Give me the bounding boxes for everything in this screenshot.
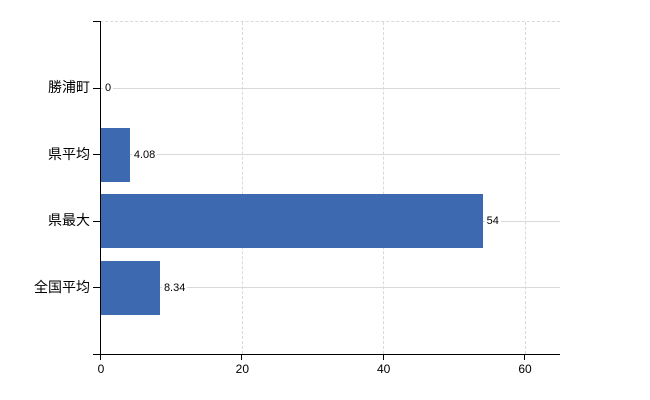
y-axis-tick: [93, 220, 101, 222]
x-gridline: [383, 22, 385, 354]
category-label: 県平均: [48, 145, 90, 162]
value-label: 54: [484, 214, 501, 229]
x-tick-label: 20: [235, 362, 249, 376]
plot-area: 0 4.08 54 8.34: [93, 21, 560, 360]
x-axis-tick: [241, 354, 243, 360]
y-axis-tick: [93, 87, 101, 89]
value-label: 8.34: [161, 280, 188, 295]
y-axis-tick: [93, 154, 101, 156]
x-axis-tick: [100, 354, 101, 360]
x-gridline: [241, 22, 243, 354]
y-axis-tick: [93, 354, 101, 355]
y-gridline: [101, 87, 560, 89]
category-label: 全国平均: [34, 278, 90, 295]
value-label: 0: [103, 81, 114, 96]
bar: [101, 260, 160, 315]
value-label: 4.08: [131, 147, 158, 162]
y-gridline: [101, 154, 560, 156]
bar: [101, 194, 483, 249]
y-axis-tick: [93, 21, 101, 22]
x-axis-tick: [524, 354, 526, 360]
x-gridline: [524, 22, 526, 354]
x-tick-label: 40: [376, 362, 391, 376]
x-tick-label: 60: [518, 362, 532, 376]
y-axis-tick: [93, 287, 101, 289]
bar: [101, 127, 130, 182]
y-gridline: [101, 287, 560, 289]
x-tick-label: 0: [97, 362, 105, 376]
category-label: 勝浦町: [48, 79, 90, 96]
x-axis-tick: [382, 354, 384, 360]
category-label: 県最大: [48, 212, 90, 229]
